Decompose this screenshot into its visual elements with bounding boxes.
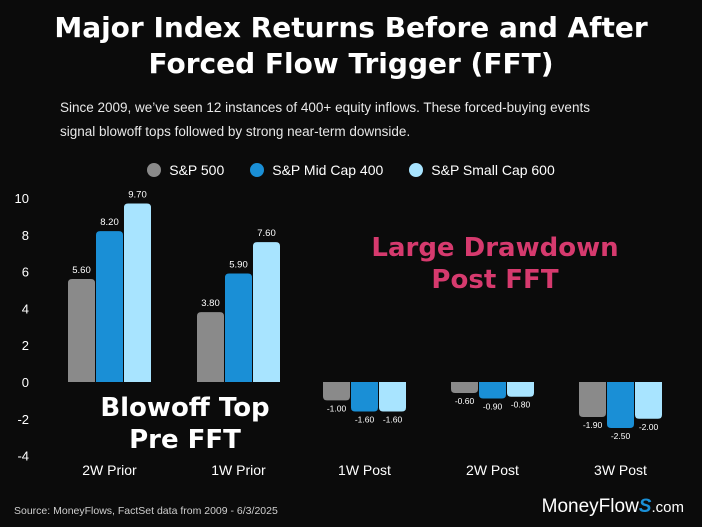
y-tick-label: 2 (22, 338, 29, 353)
chart-subtitle-line2: signal blowoff tops followed by strong n… (60, 124, 411, 139)
bar-value-label: 3.80 (201, 298, 220, 309)
annotation-drawdown-line1: Large Drawdown (371, 233, 619, 263)
brand-name: MoneyFlow (541, 496, 639, 517)
bar-sp500 (451, 382, 478, 394)
annotation-large-drawdown: Large Drawdown Post FFT (355, 232, 635, 296)
bar-midcap (351, 382, 378, 412)
brand-s: S (638, 496, 652, 517)
chart-title: Major Index Returns Before and After For… (0, 10, 702, 82)
chart-subtitle: Since 2009, we’ve seen 12 instances of 4… (60, 96, 660, 144)
y-tick-label: 8 (22, 228, 29, 243)
annotation-blowoff-line1: Blowoff Top (100, 393, 270, 423)
y-tick-label: -2 (17, 412, 29, 427)
bar-smallcap (253, 242, 280, 382)
x-category-label: 1W Prior (211, 462, 266, 478)
bar-midcap (96, 231, 123, 382)
bar-value-label: 5.90 (229, 259, 248, 270)
bar-sp500 (68, 278, 95, 382)
bar-sp500 (323, 382, 350, 401)
bar-value-label: -1.60 (383, 414, 403, 424)
x-category-label: 3W Post (594, 462, 647, 478)
source-note: Source: MoneyFlows, FactSet data from 20… (14, 505, 278, 517)
bar-value-label: -0.90 (483, 402, 503, 412)
legend-swatch-sp500 (147, 163, 162, 177)
bar-midcap (607, 382, 634, 428)
legend-item-smallcap: S&P Small Cap 600 (409, 162, 555, 178)
bar-value-label: -0.60 (455, 396, 475, 406)
bar-sp500 (197, 312, 224, 382)
chart-subtitle-line1: Since 2009, we’ve seen 12 instances of 4… (60, 100, 590, 115)
x-category-label: 2W Prior (82, 462, 137, 478)
y-tick-label: -4 (17, 449, 29, 464)
x-category-label: 1W Post (338, 462, 391, 478)
legend-label-smallcap: S&P Small Cap 600 (431, 162, 555, 178)
annotation-blowoff-line2: Pre FFT (129, 425, 241, 455)
chart-title-line2: Forced Flow Trigger (FFT) (148, 47, 554, 80)
bar-smallcap (507, 382, 534, 397)
bar-midcap (225, 273, 252, 382)
bar-value-label: -2.00 (639, 422, 659, 432)
bar-sp500 (579, 382, 606, 417)
bar-smallcap (379, 382, 406, 412)
y-tick-label: 4 (22, 301, 29, 316)
bar-smallcap (124, 203, 151, 382)
legend-item-sp500: S&P 500 (147, 162, 224, 178)
y-tick-label: 0 (22, 375, 29, 390)
bar-midcap (479, 382, 506, 399)
bar-value-label: -2.50 (611, 431, 631, 441)
x-category-label: 2W Post (466, 462, 519, 478)
bar-value-label: -1.00 (327, 403, 347, 413)
bar-value-label: 7.60 (257, 228, 276, 239)
bar-value-label: 5.60 (72, 265, 91, 276)
bar-smallcap (635, 382, 662, 419)
annotation-drawdown-line2: Post FFT (431, 265, 559, 295)
chart-title-line1: Major Index Returns Before and After (54, 11, 648, 44)
legend-swatch-smallcap (409, 163, 424, 177)
bar-value-label: 8.20 (100, 217, 119, 228)
legend-label-sp500: S&P 500 (169, 162, 225, 178)
bar-value-label: -0.80 (511, 400, 531, 410)
brand-domain: .com (651, 499, 684, 516)
bar-value-label: -1.60 (355, 414, 375, 424)
legend-swatch-midcap (250, 163, 265, 177)
bar-value-label: -1.90 (583, 420, 603, 430)
bar-value-label: 9.70 (128, 190, 147, 201)
legend-label-midcap: S&P Mid Cap 400 (272, 162, 384, 178)
y-tick-label: 10 (15, 191, 29, 206)
y-tick-label: 6 (22, 265, 29, 280)
brand-logo: MoneyFlowS.com (542, 496, 684, 518)
annotation-blowoff-top: Blowoff Top Pre FFT (70, 392, 300, 456)
legend-item-midcap: S&P Mid Cap 400 (250, 162, 383, 178)
chart-legend: S&P 500 S&P Mid Cap 400 S&P Small Cap 60… (0, 162, 702, 178)
